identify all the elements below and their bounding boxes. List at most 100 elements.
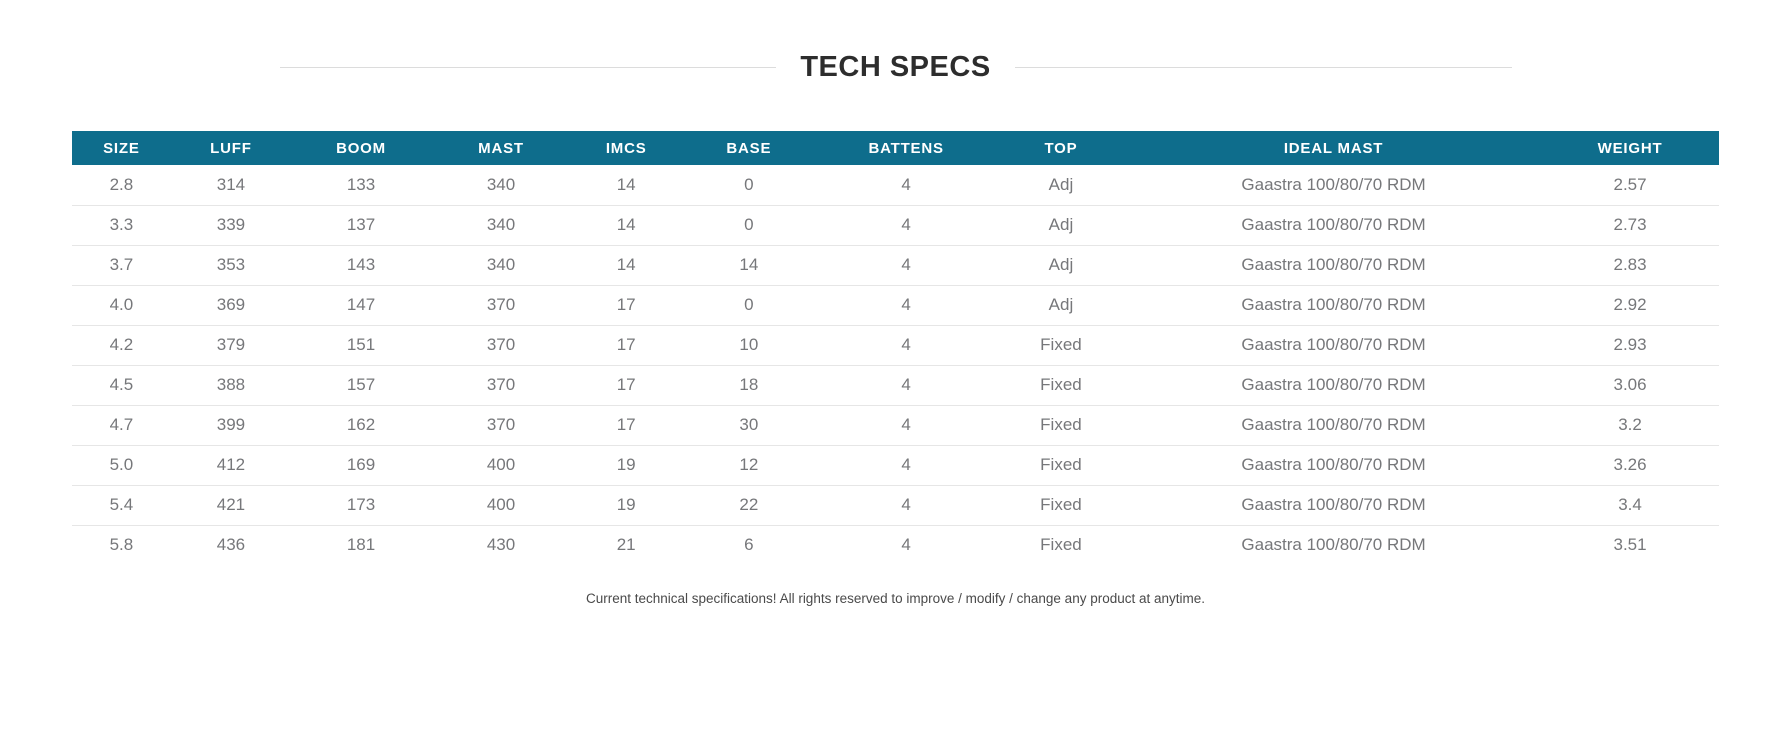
table-cell: 2.83 — [1541, 245, 1719, 286]
table-cell: 400 — [431, 485, 571, 526]
table-cell: 19 — [571, 445, 682, 486]
table-row: 5.8 436 181 430 21 6 4 Fixed Gaastra 100/80/70 R… — [72, 525, 1719, 565]
table-cell: 157 — [291, 365, 432, 406]
column-header-base: BASE — [681, 131, 817, 165]
table-cell: 379 — [170, 325, 292, 366]
table-row: 4.2 379 151 370 17 10 4 Fixed Gaastra 100/80/70 … — [72, 325, 1719, 366]
table-cell: 4 — [816, 405, 996, 446]
column-header-mast: MAST — [431, 131, 571, 165]
table-cell: 4 — [816, 165, 996, 206]
table-row: 4.0 369 147 370 17 0 4 Adj Gaastra 100/80/70 RDM… — [72, 285, 1719, 326]
table-cell: 147 — [291, 285, 432, 326]
table-cell: 30 — [681, 405, 817, 446]
table-cell: 5.4 — [72, 485, 171, 526]
column-header-imcs: IMCS — [571, 131, 682, 165]
table-cell: Gaastra 100/80/70 RDM — [1126, 325, 1542, 366]
table-cell: 2.93 — [1541, 325, 1719, 366]
table-cell: 340 — [431, 245, 571, 286]
section-title-block: TECH SPECS — [279, 48, 1512, 86]
table-cell: Gaastra 100/80/70 RDM — [1126, 445, 1542, 486]
table-cell: Fixed — [995, 525, 1127, 565]
column-header-weight: WEIGHT — [1541, 131, 1719, 165]
table-cell: 137 — [291, 205, 432, 246]
table-cell: 22 — [681, 485, 817, 526]
table-cell: 3.3 — [72, 205, 171, 246]
table-cell: Fixed — [995, 445, 1127, 486]
table-cell: Adj — [995, 205, 1127, 246]
table-cell: 21 — [571, 525, 682, 565]
table-cell: 369 — [170, 285, 292, 326]
table-row: 3.3 339 137 340 14 0 4 Adj Gaastra 100/80/70 RDM… — [72, 205, 1719, 246]
table-cell: Gaastra 100/80/70 RDM — [1126, 485, 1542, 526]
table-cell: 2.92 — [1541, 285, 1719, 326]
table-cell: 370 — [431, 325, 571, 366]
table-cell: 4.7 — [72, 405, 171, 446]
table-cell: Gaastra 100/80/70 RDM — [1126, 405, 1542, 446]
table-cell: 14 — [571, 205, 682, 246]
table-cell: 2.8 — [72, 165, 171, 206]
table-cell: 399 — [170, 405, 292, 446]
table-cell: 4.5 — [72, 365, 171, 406]
table-cell: 3.4 — [1541, 485, 1719, 526]
table-cell: 4 — [816, 245, 996, 286]
table-cell: 3.51 — [1541, 525, 1719, 565]
column-header-boom: BOOM — [291, 131, 432, 165]
table-cell: 133 — [291, 165, 432, 206]
table-cell: 339 — [170, 205, 292, 246]
table-cell: 4.2 — [72, 325, 171, 366]
table-cell: Gaastra 100/80/70 RDM — [1126, 525, 1542, 565]
specs-table: SIZE LUFF BOOM MAST IMCS BASE BATTENS TOP IDEAL … — [72, 131, 1719, 565]
table-cell: 181 — [291, 525, 432, 565]
table-cell: 4 — [816, 205, 996, 246]
table-row: 4.5 388 157 370 17 18 4 Fixed Gaastra 100/80/70 … — [72, 365, 1719, 406]
table-cell: 169 — [291, 445, 432, 486]
table-cell: 370 — [431, 285, 571, 326]
table-cell: 412 — [170, 445, 292, 486]
table-cell: 12 — [681, 445, 817, 486]
table-cell: 162 — [291, 405, 432, 446]
table-cell: 4 — [816, 485, 996, 526]
table-cell: 436 — [170, 525, 292, 565]
title-divider-right — [1014, 66, 1512, 68]
table-row: 3.7 353 143 340 14 14 4 Adj Gaastra 100/80/70 RD… — [72, 245, 1719, 286]
table-cell: Gaastra 100/80/70 RDM — [1126, 285, 1542, 326]
table-row: 4.7 399 162 370 17 30 4 Fixed Gaastra 100/80/70 … — [72, 405, 1719, 446]
table-cell: 4 — [816, 365, 996, 406]
table-cell: 314 — [170, 165, 292, 206]
table-cell: 0 — [681, 165, 817, 206]
table-cell: 17 — [571, 405, 682, 446]
table-cell: Gaastra 100/80/70 RDM — [1126, 245, 1542, 286]
table-cell: 18 — [681, 365, 817, 406]
table-cell: 370 — [431, 365, 571, 406]
table-cell: 4 — [816, 285, 996, 326]
table-cell: 388 — [170, 365, 292, 406]
table-cell: 14 — [571, 245, 682, 286]
table-cell: 4 — [816, 525, 996, 565]
table-cell: 3.2 — [1541, 405, 1719, 446]
column-header-top: TOP — [995, 131, 1127, 165]
table-cell: 400 — [431, 445, 571, 486]
table-cell: 19 — [571, 485, 682, 526]
table-cell: 0 — [681, 205, 817, 246]
table-cell: 17 — [571, 325, 682, 366]
column-header-size: SIZE — [72, 131, 171, 165]
table-cell: Fixed — [995, 485, 1127, 526]
table-cell: 3.7 — [72, 245, 171, 286]
table-cell: 4 — [816, 445, 996, 486]
table-cell: 3.26 — [1541, 445, 1719, 486]
table-cell: 421 — [170, 485, 292, 526]
table-cell: Fixed — [995, 405, 1127, 446]
column-header-ideal-mast: IDEAL MAST — [1126, 131, 1542, 165]
footnote: Current technical specifications! All ri… — [585, 591, 1206, 606]
column-header-luff: LUFF — [170, 131, 292, 165]
table-cell: 2.73 — [1541, 205, 1719, 246]
tech-specs-section: TECH SPECS SIZE LUFF BOOM MAST IMCS BASE BATTE… — [72, 48, 1719, 606]
table-cell: 370 — [431, 405, 571, 446]
table-cell: Adj — [995, 165, 1127, 206]
table-cell: 173 — [291, 485, 432, 526]
table-cell: Gaastra 100/80/70 RDM — [1126, 205, 1542, 246]
table-cell: 340 — [431, 165, 571, 206]
table-cell: 17 — [571, 285, 682, 326]
table-cell: Adj — [995, 285, 1127, 326]
table-cell: 14 — [571, 165, 682, 206]
